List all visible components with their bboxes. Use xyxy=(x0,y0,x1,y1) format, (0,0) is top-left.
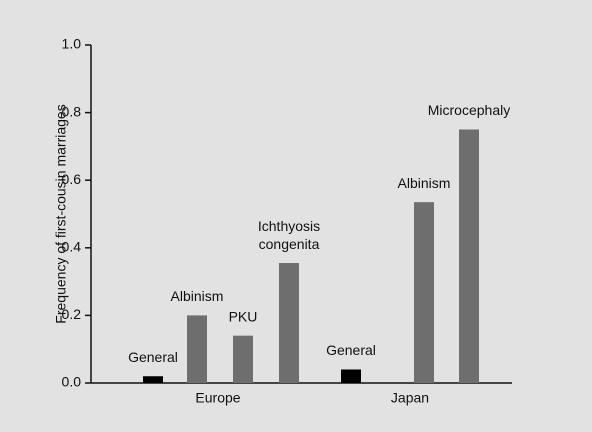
bar-label: Microcephaly xyxy=(428,102,510,118)
y-tick-label: 0.0 xyxy=(62,374,82,390)
bar-label: PKU xyxy=(229,308,258,324)
bar xyxy=(279,263,299,383)
group-label: Europe xyxy=(195,390,240,406)
y-tick-label: 0.4 xyxy=(62,239,82,255)
bar xyxy=(143,376,163,383)
bar xyxy=(459,129,479,383)
bar-label: General xyxy=(326,342,376,358)
bar-label: Albinism xyxy=(398,175,451,191)
bar xyxy=(187,315,207,383)
bar-label: Ichthyosis congenita xyxy=(258,218,320,252)
bar xyxy=(341,369,361,383)
bar-label: Albinism xyxy=(171,288,224,304)
y-tick-label: 0.2 xyxy=(62,306,82,322)
y-tick-label: 1.0 xyxy=(62,36,82,52)
bar xyxy=(414,202,434,383)
y-tick-label: 0.8 xyxy=(62,103,82,119)
group-label: Japan xyxy=(391,390,429,406)
y-tick-label: 0.6 xyxy=(62,171,82,187)
y-axis-label: Frequency of first-cousin marriages xyxy=(53,104,69,323)
bar xyxy=(233,335,253,383)
bar-label: General xyxy=(128,349,178,365)
